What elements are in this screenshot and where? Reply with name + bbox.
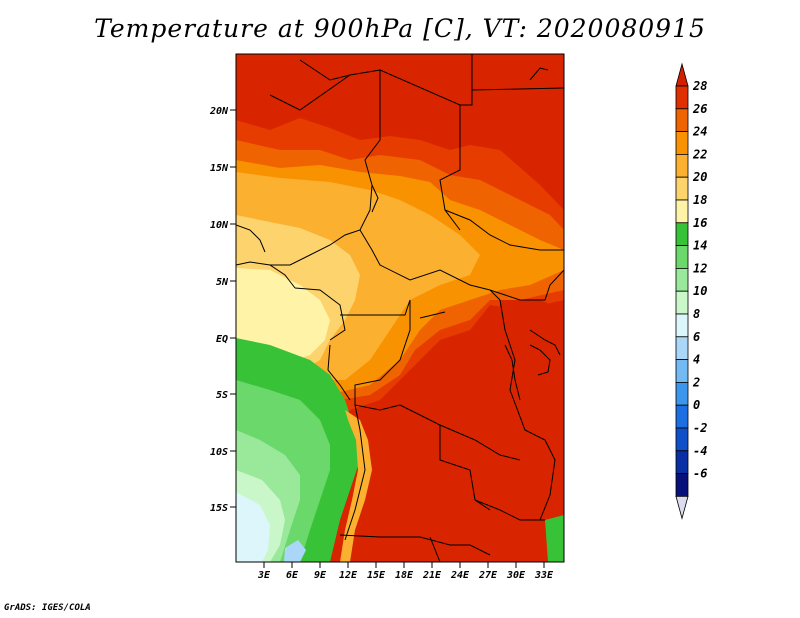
y-label: 5S [216,390,228,401]
region-4 [284,540,306,562]
colorbar-swatch [675,222,689,247]
colorbar-label: 6 [693,330,700,344]
colorbar-swatch [675,427,689,452]
colorbar-swatch [675,359,689,383]
x-axis: 3E 6E 9E 12E 15E 18E 21E 24E 27E 30E 33E [257,562,554,581]
y-label: 20N [209,106,229,117]
map-title: Temperature at 900hPa [C], VT: 202008091… [94,14,706,43]
y-label: 15S [210,503,228,514]
colorbar-swatch [675,108,689,133]
y-label: EQ [216,334,228,345]
credit-text: GrADS: IGES/COLA [4,603,91,613]
x-label: 24E [450,570,470,581]
colorbar-swatch [675,381,689,406]
x-label: 30E [506,570,526,581]
colorbar-swatch [675,336,689,360]
colorbar-swatch [675,245,689,269]
colorbar-label: 26 [692,102,707,116]
x-label: 15E [367,570,386,581]
country-borders [236,54,564,562]
colorbar-label: 8 [693,307,700,321]
coastal-strip [340,410,372,562]
region-east-28 [500,300,564,430]
x-label: 18E [395,570,414,581]
colorbar-label: -4 [693,444,707,458]
y-label: 10S [210,447,228,458]
x-label: 33E [534,570,554,581]
colorbar-label: 12 [693,261,707,275]
colorbar-label: 24 [692,125,707,139]
x-label: 9E [314,570,327,581]
colorbar-label: 28 [692,79,707,93]
colorbar-swatch [675,313,689,338]
colorbar-swatch [675,176,689,201]
colorbar-swatch [675,153,689,178]
colorbar-bottom-triangle [675,496,689,520]
region-south-28 [380,415,564,562]
colorbar-label: 14 [693,239,707,253]
temperature-field [236,54,564,562]
y-label: 10N [210,220,229,231]
colorbar-label: 4 [693,353,700,367]
x-label: 27E [478,570,498,581]
colorbar-label: -6 [693,467,707,481]
x-label: 12E [339,570,358,581]
colorbar-label: 20 [692,170,707,184]
colorbar-label: 18 [693,193,707,207]
colorbar-swatch [675,290,689,315]
colorbar-label: -2 [693,421,707,435]
colorbar-label: 0 [693,398,700,412]
y-axis: 20N 15N 10N 5N EQ 5S 10S 15S [209,106,236,514]
colorbar-swatch [675,131,689,155]
x-label: 3E [257,570,271,581]
colorbar-swatch [675,404,689,429]
colorbar-label: 10 [693,284,707,298]
region-16 [236,268,330,362]
x-label: 6E [286,570,299,581]
y-label: 15N [210,163,229,174]
colorbar-swatch [675,85,689,110]
y-label: 5N [216,277,229,288]
colorbar-swatch [675,267,689,292]
colorbar-top-triangle [675,62,689,87]
region-6 [236,492,270,562]
colorbar-label: 16 [693,216,707,230]
colorbar-swatch [675,199,689,224]
colorbar-label: 22 [692,147,707,161]
map-frame [235,53,565,563]
colorbar-label: 2 [692,375,700,389]
colorbar-swatch [675,473,689,497]
colorbar-swatch [675,450,689,474]
x-label: 21E [422,570,442,581]
region-southeast-14 [545,515,564,562]
